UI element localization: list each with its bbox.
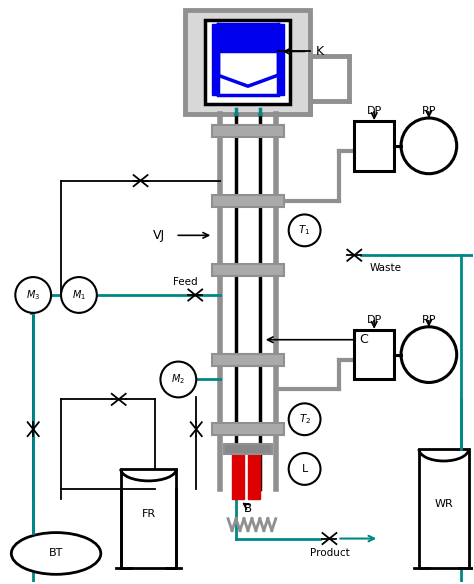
Text: VJ: VJ xyxy=(153,229,165,242)
Bar xyxy=(212,354,284,366)
Bar xyxy=(224,444,272,454)
Circle shape xyxy=(15,277,51,313)
Text: C: C xyxy=(359,333,368,346)
Text: $M_3$: $M_3$ xyxy=(26,288,40,302)
Text: DP: DP xyxy=(366,106,382,116)
Bar xyxy=(212,264,284,276)
Circle shape xyxy=(289,453,320,485)
Text: FR: FR xyxy=(141,509,155,519)
Text: WR: WR xyxy=(434,499,453,509)
Text: L: L xyxy=(301,464,308,474)
Bar xyxy=(121,469,176,568)
Text: $M_1$: $M_1$ xyxy=(72,288,86,302)
Text: $T_2$: $T_2$ xyxy=(299,412,310,426)
Circle shape xyxy=(401,327,457,383)
Bar xyxy=(212,125,284,137)
Text: DP: DP xyxy=(366,315,382,325)
Circle shape xyxy=(401,118,457,173)
Circle shape xyxy=(161,361,196,397)
Bar xyxy=(218,51,278,95)
Circle shape xyxy=(289,214,320,246)
Text: K: K xyxy=(316,45,324,58)
Text: $T_1$: $T_1$ xyxy=(299,224,311,237)
Text: Product: Product xyxy=(310,548,349,558)
Bar xyxy=(212,194,284,207)
Bar xyxy=(205,20,290,104)
Bar xyxy=(185,10,310,114)
Circle shape xyxy=(61,277,97,313)
Bar xyxy=(232,449,244,499)
Text: BT: BT xyxy=(49,548,63,558)
Bar xyxy=(354,330,394,380)
Bar xyxy=(354,121,394,171)
Text: Feed: Feed xyxy=(173,277,198,287)
Text: RP: RP xyxy=(421,315,436,325)
Bar xyxy=(248,449,260,499)
Text: Waste: Waste xyxy=(369,263,401,273)
Circle shape xyxy=(289,404,320,435)
Bar xyxy=(419,449,469,568)
Text: $M_2$: $M_2$ xyxy=(172,373,185,387)
Text: B: B xyxy=(244,502,252,515)
Bar xyxy=(212,23,284,95)
Bar xyxy=(212,423,284,435)
Ellipse shape xyxy=(11,533,101,574)
Text: RP: RP xyxy=(421,106,436,116)
